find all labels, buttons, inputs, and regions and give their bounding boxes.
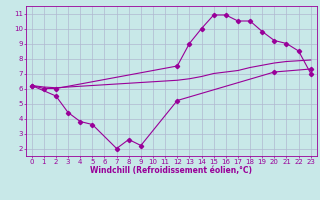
X-axis label: Windchill (Refroidissement éolien,°C): Windchill (Refroidissement éolien,°C) xyxy=(90,166,252,175)
